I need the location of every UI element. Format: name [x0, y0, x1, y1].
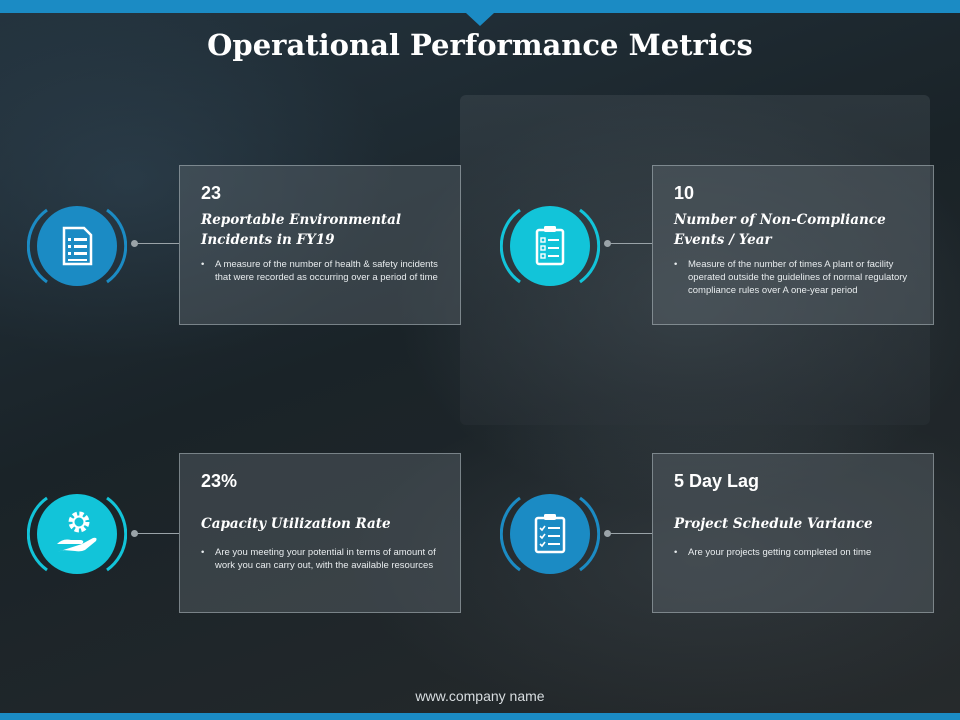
metric-description: • Measure of the number of times A plant… — [674, 259, 908, 296]
metric-description: • A measure of the number of health & sa… — [201, 259, 438, 283]
document-list-icon — [62, 226, 93, 266]
clipboard-tasks-icon — [534, 514, 566, 554]
metric-card-1: 23 Reportable Environmental Incidents in… — [179, 165, 461, 325]
metric-1-icon-badge — [27, 196, 127, 296]
metric-value: 5 Day Lag — [674, 471, 760, 491]
metric-value: 23% — [201, 471, 238, 491]
bottom-accent-bar — [0, 713, 960, 720]
metric-2-connector — [607, 243, 652, 244]
metric-description: • Are you meeting your potential in term… — [201, 547, 436, 571]
metric-4-icon-badge — [500, 484, 600, 584]
metric-value: 23 — [201, 183, 222, 203]
footer-url: www.company name — [415, 688, 545, 704]
metric-3-icon-badge — [27, 484, 127, 584]
metric-4-connector-dot — [604, 530, 611, 537]
top-accent-bar — [0, 0, 960, 13]
metric-3-connector-dot — [131, 530, 138, 537]
top-notch — [466, 13, 494, 26]
metric-title: Number of Non-Compliance Events / Year — [674, 212, 886, 248]
metric-title: Project Schedule Variance — [674, 516, 873, 532]
gear-hand-icon — [57, 511, 97, 552]
metric-4-connector — [607, 533, 652, 534]
metric-title: Reportable Environmental Incidents in FY… — [201, 212, 402, 248]
metric-card-2: 10 Number of Non-Compliance Events / Yea… — [652, 165, 934, 325]
metric-title: Capacity Utilization Rate — [201, 516, 391, 532]
page-title: Operational Performance Metrics — [207, 28, 753, 62]
metric-3-connector — [134, 533, 179, 534]
metric-value: 10 — [674, 183, 695, 203]
metric-1-connector — [134, 243, 179, 244]
metric-description: • Are your projects getting completed on… — [674, 547, 872, 558]
clipboard-checklist-icon — [535, 226, 565, 266]
metric-2-icon-badge — [500, 196, 600, 296]
metric-1-connector-dot — [131, 240, 138, 247]
metric-2-connector-dot — [604, 240, 611, 247]
metric-card-3: 23% Capacity Utilization Rate • Are you … — [179, 453, 461, 613]
metric-card-4: 5 Day Lag Project Schedule Variance • Ar… — [652, 453, 934, 613]
